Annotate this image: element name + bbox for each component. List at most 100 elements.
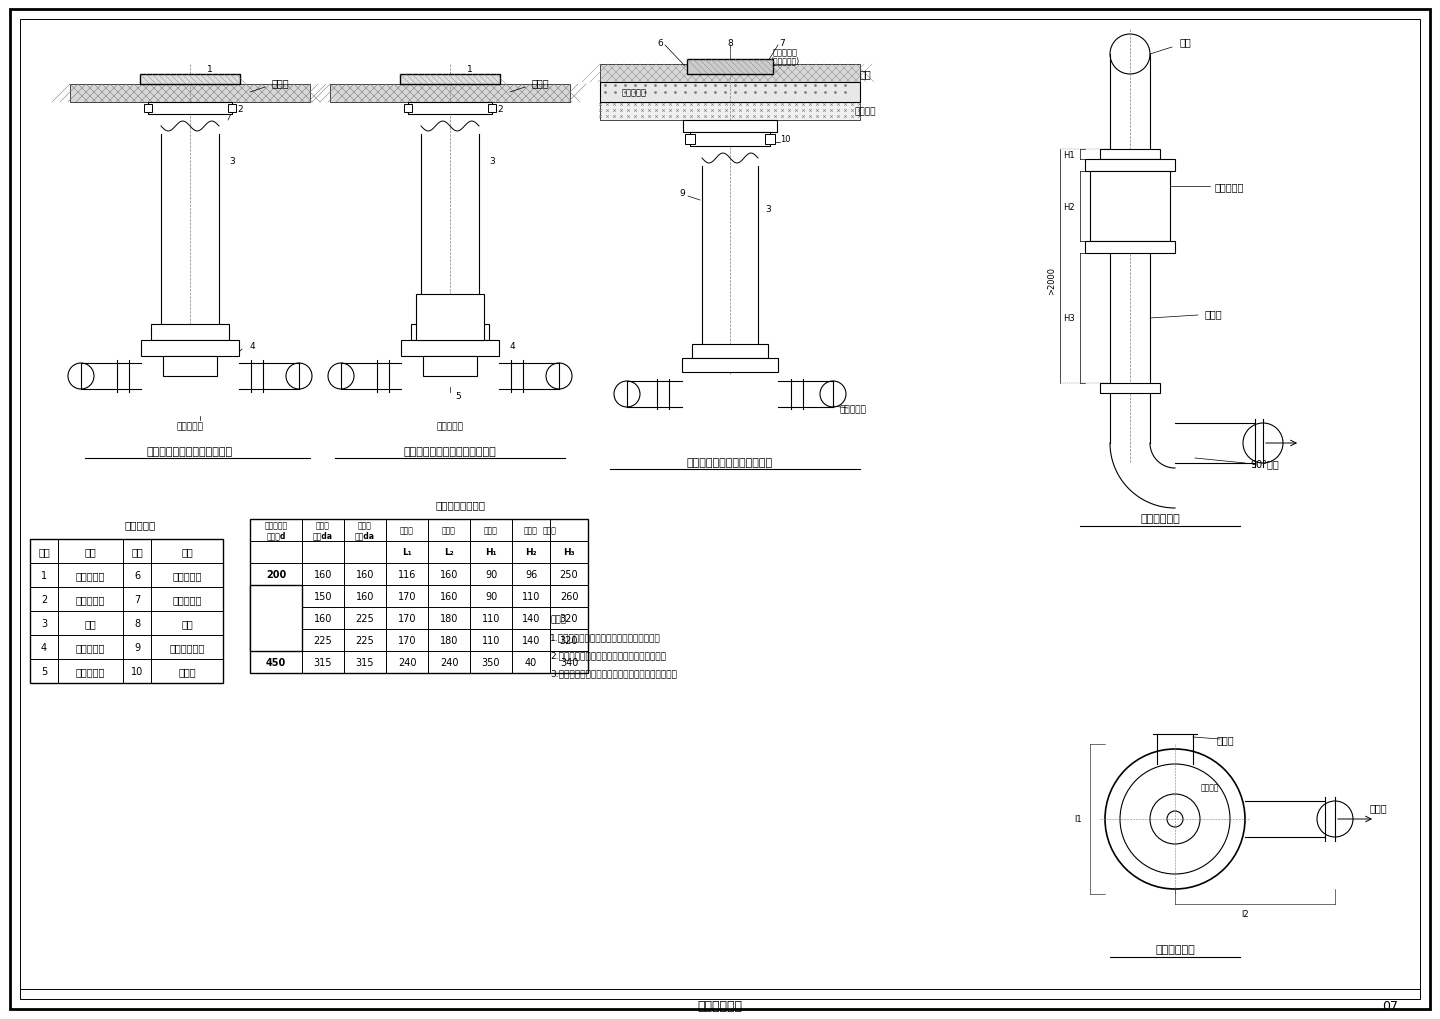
- Text: 225: 225: [314, 636, 333, 645]
- Bar: [600, 83, 860, 103]
- Text: 3: 3: [229, 157, 235, 166]
- Text: 2: 2: [497, 104, 503, 113]
- Bar: [144, 105, 153, 113]
- Bar: [488, 105, 495, 113]
- Text: L₂: L₂: [444, 548, 454, 557]
- Text: 流出管: 流出管: [1205, 309, 1223, 319]
- Text: 有防护井盖: 有防护井盖: [173, 571, 202, 581]
- Text: 跌水井井座: 跌水井井座: [1215, 181, 1244, 192]
- Text: H2: H2: [1063, 203, 1076, 211]
- Text: l1: l1: [1074, 815, 1081, 823]
- Text: 110: 110: [482, 636, 500, 645]
- Text: 井座连接井
筒外径d: 井座连接井 筒外径d: [265, 521, 288, 540]
- Bar: [330, 85, 570, 103]
- Text: 450: 450: [266, 657, 287, 667]
- Text: 非道路: 非道路: [531, 77, 549, 88]
- Text: 90: 90: [485, 570, 497, 580]
- Text: 跌水井立面图: 跌水井立面图: [1140, 514, 1179, 524]
- Bar: [693, 344, 768, 359]
- Text: 汇入管: 汇入管: [1217, 735, 1234, 744]
- Text: 160: 160: [439, 570, 458, 580]
- Text: 井筒: 井筒: [84, 619, 96, 629]
- Text: 96: 96: [524, 570, 537, 580]
- Text: 9: 9: [680, 190, 685, 199]
- Text: 有防护井座: 有防护井座: [173, 594, 202, 604]
- Text: 非防护井盖检查井（有沉泥室）: 非防护井盖检查井（有沉泥室）: [403, 446, 497, 457]
- Text: 非道路: 非道路: [271, 77, 289, 88]
- Bar: [400, 75, 500, 85]
- Text: 116: 116: [397, 570, 416, 580]
- Text: 320: 320: [560, 613, 579, 624]
- Text: 07: 07: [1382, 1000, 1398, 1013]
- Text: 跌水井主要尺寸表: 跌水井主要尺寸表: [435, 499, 485, 510]
- Text: 240: 240: [397, 657, 416, 667]
- Text: 2.有防护井盖检查井也可采用有沉泥室的井座。: 2.有防护井盖检查井也可采用有沉泥室的井座。: [550, 651, 667, 660]
- Text: 240: 240: [439, 657, 458, 667]
- Text: 内盖: 内盖: [181, 619, 193, 629]
- Bar: [1084, 242, 1175, 254]
- Text: 弯头长: 弯头长: [442, 526, 456, 535]
- Bar: [416, 294, 484, 340]
- Bar: [683, 359, 778, 373]
- Text: 6: 6: [657, 39, 662, 48]
- Bar: [140, 75, 240, 85]
- Text: 3.当井筒高度允许时，井筒连管配件也可多量设置。: 3.当井筒高度允许时，井筒连管配件也可多量设置。: [550, 668, 677, 678]
- Text: 埋地排水管: 埋地排水管: [436, 422, 464, 431]
- Text: 160: 160: [356, 591, 374, 601]
- Text: 40: 40: [524, 657, 537, 667]
- Text: 1.非防护井盖检查井也可配置井筒连接配件。: 1.非防护井盖检查井也可配置井筒连接配件。: [550, 633, 661, 642]
- Text: 井筒: 井筒: [1179, 37, 1191, 47]
- Text: 1: 1: [207, 65, 213, 74]
- Text: H₂: H₂: [526, 548, 537, 557]
- Text: 170: 170: [397, 591, 416, 601]
- Bar: [71, 85, 310, 103]
- Text: 2: 2: [40, 594, 48, 604]
- Text: 225: 225: [356, 636, 374, 645]
- Bar: [405, 105, 412, 113]
- Bar: [1084, 160, 1175, 172]
- Bar: [1090, 172, 1169, 242]
- Text: 流出管: 流出管: [1369, 802, 1388, 812]
- Text: 序号: 序号: [37, 546, 50, 556]
- Text: 140: 140: [521, 636, 540, 645]
- Text: 4: 4: [510, 342, 516, 352]
- Text: 180: 180: [439, 636, 458, 645]
- Text: 弯头高: 弯头高: [484, 526, 498, 535]
- Text: 部件名称表: 部件名称表: [124, 520, 156, 530]
- Text: 碎石垫层: 碎石垫层: [854, 107, 876, 116]
- Bar: [141, 340, 239, 357]
- Text: 110: 110: [482, 613, 500, 624]
- Bar: [400, 340, 500, 357]
- Text: 340: 340: [560, 657, 579, 667]
- Bar: [690, 132, 770, 147]
- Text: 跌水井平面图: 跌水井平面图: [1155, 944, 1195, 954]
- Text: 320: 320: [560, 636, 579, 645]
- Text: 160: 160: [314, 570, 333, 580]
- Text: 2: 2: [238, 104, 243, 113]
- Text: 汇入管
管径da: 汇入管 管径da: [312, 521, 333, 540]
- Text: 4: 4: [40, 642, 48, 652]
- Text: 160: 160: [439, 591, 458, 601]
- Bar: [687, 60, 773, 75]
- Text: 非防护井盖检查井（有流槽）: 非防护井盖检查井（有流槽）: [147, 446, 233, 457]
- Bar: [148, 103, 232, 115]
- Text: 说明：: 说明：: [550, 614, 566, 624]
- Text: (或钢铁井圈): (或钢铁井圈): [770, 56, 799, 65]
- Text: 检查井大样图: 检查井大样图: [697, 1000, 743, 1013]
- Text: 315: 315: [314, 657, 333, 667]
- Bar: [423, 357, 477, 377]
- Text: 名称: 名称: [84, 546, 96, 556]
- Bar: [600, 65, 860, 83]
- Text: 井筒连管配件: 井筒连管配件: [170, 642, 204, 652]
- Text: 140: 140: [521, 613, 540, 624]
- Text: 护套管: 护套管: [179, 666, 196, 677]
- Bar: [600, 103, 860, 121]
- Text: 90: 90: [485, 591, 497, 601]
- Text: L₁: L₁: [402, 548, 412, 557]
- Bar: [683, 121, 778, 132]
- Text: 180: 180: [439, 613, 458, 624]
- Text: 260: 260: [560, 591, 579, 601]
- Text: 5: 5: [455, 392, 461, 401]
- Bar: [251, 520, 588, 674]
- Text: 10: 10: [131, 666, 143, 677]
